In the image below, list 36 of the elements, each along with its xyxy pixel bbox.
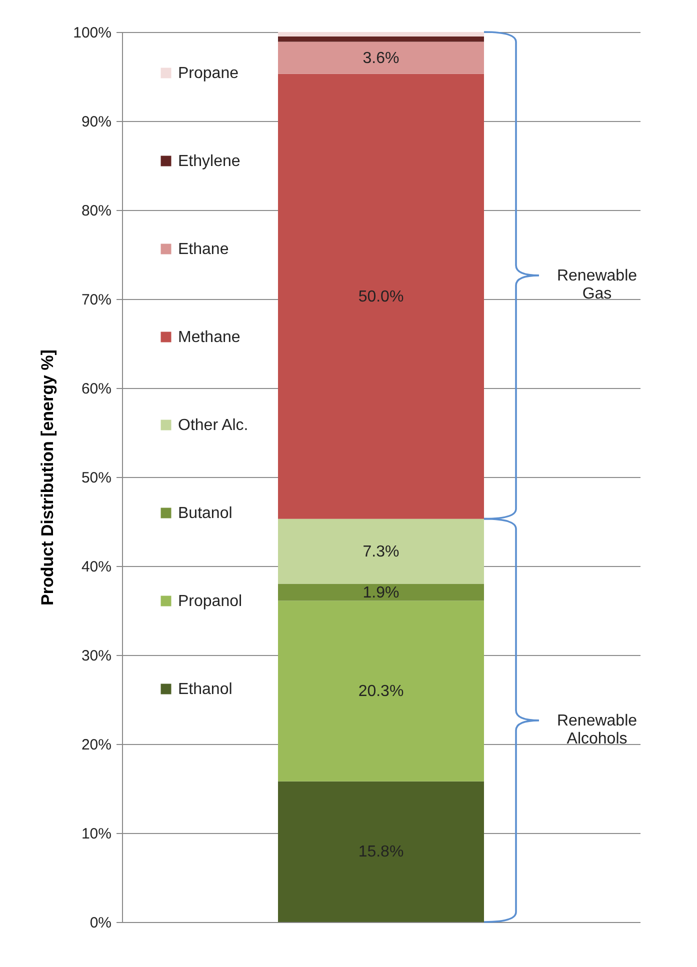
legend-label: Propane bbox=[178, 65, 239, 82]
annotation: Renewable Gas bbox=[556, 267, 638, 302]
legend-label: Ethanol bbox=[178, 681, 232, 698]
y-tick-label: 50% bbox=[81, 470, 112, 486]
y-tick-label: 40% bbox=[81, 558, 112, 576]
legend-label: Propanol bbox=[178, 593, 242, 610]
bar bbox=[278, 781, 484, 922]
y-tick-label: 90% bbox=[81, 114, 112, 130]
data-label: 1.9% bbox=[362, 584, 400, 602]
legend-label: Methane bbox=[178, 329, 240, 346]
y-tick-label: 100% bbox=[73, 24, 112, 42]
bar bbox=[278, 42, 484, 74]
bar bbox=[278, 584, 484, 601]
y-tick-label: 70% bbox=[81, 292, 112, 308]
legend-label: Butanol bbox=[178, 505, 232, 522]
bar bbox=[278, 600, 484, 782]
y-tick-label: 0% bbox=[90, 914, 112, 932]
legend-label: Other Alc. bbox=[178, 417, 248, 434]
y-tick-label: 30% bbox=[81, 648, 112, 664]
y-tick-label: 20% bbox=[81, 736, 112, 754]
data-label: 7.3% bbox=[362, 543, 400, 560]
y-tick-label: 10% bbox=[81, 826, 112, 842]
data-label: 15.8% bbox=[358, 844, 404, 861]
bar bbox=[278, 518, 484, 584]
data-label: 3.6% bbox=[362, 50, 400, 67]
bar bbox=[278, 74, 484, 519]
y-axis-title: Product Distribution [energy %] bbox=[38, 350, 58, 606]
legend-label: Ethane bbox=[178, 241, 229, 258]
annotation: Renewable Alcohols bbox=[556, 712, 638, 748]
bar bbox=[278, 36, 484, 42]
bar bbox=[278, 32, 484, 36]
legend-label: Ethylene bbox=[178, 153, 240, 170]
data-label: 50.0% bbox=[358, 288, 404, 306]
y-tick-label: 80% bbox=[81, 202, 112, 220]
y-tick-label: 60% bbox=[81, 380, 112, 398]
data-label: 20.3% bbox=[358, 683, 404, 700]
